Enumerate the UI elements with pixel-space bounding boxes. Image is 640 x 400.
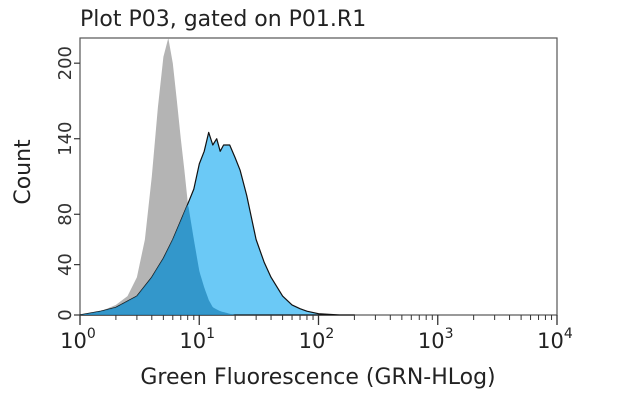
x-tick-label: 103 bbox=[418, 326, 454, 353]
x-tick-label: 102 bbox=[299, 326, 335, 353]
x-tick-label: 101 bbox=[179, 326, 215, 353]
y-tick-label: 80 bbox=[55, 203, 76, 226]
y-axis-label: Count bbox=[11, 139, 36, 205]
y-tick-label: 200 bbox=[55, 46, 76, 80]
y-tick-label: 40 bbox=[55, 253, 76, 276]
y-tick-label: 0 bbox=[55, 309, 76, 320]
x-tick-label: 104 bbox=[537, 326, 573, 353]
histogram-area-1 bbox=[80, 38, 247, 315]
chart-title: Plot P03, gated on P01.R1 bbox=[80, 7, 366, 32]
plot-area: 100 101 102 103 104 0 40 80 140 200 bbox=[55, 37, 573, 353]
series-layer bbox=[79, 38, 355, 316]
overlap-area bbox=[80, 205, 256, 315]
y-tick-label: 140 bbox=[55, 122, 76, 156]
x-axis-label: Green Fluorescence (GRN-HLog) bbox=[140, 365, 495, 390]
axes-layer: 100 101 102 103 104 0 40 80 140 200 bbox=[55, 46, 573, 353]
x-tick-label: 100 bbox=[60, 326, 96, 353]
